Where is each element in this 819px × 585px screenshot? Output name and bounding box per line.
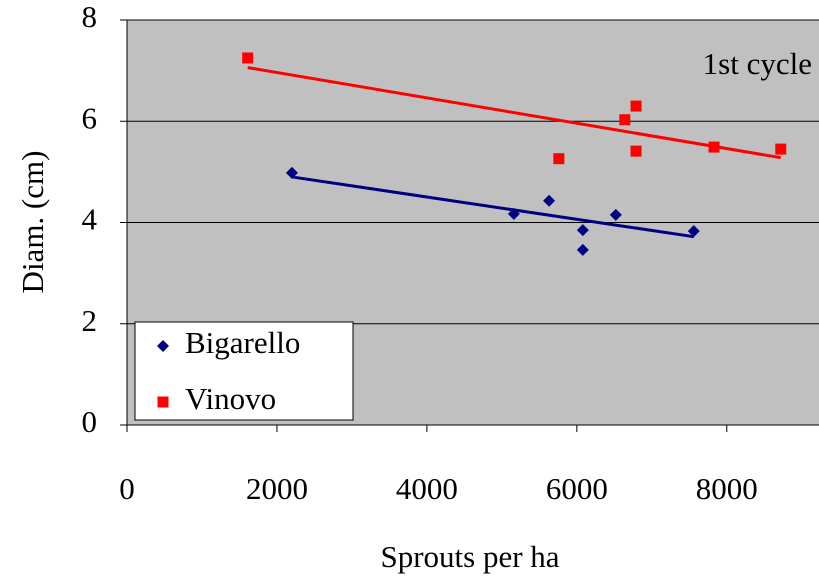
point (543, 194, 556, 207)
annotation: 1st cycle (703, 46, 812, 81)
point (507, 207, 520, 220)
x-tick-label: 2000 (246, 471, 308, 506)
point (630, 145, 642, 157)
x-tick-label: 4000 (396, 471, 458, 506)
y-tick-label: 0 (82, 404, 98, 439)
trend-line (247, 66, 782, 160)
legend-marker (157, 340, 169, 352)
point (553, 153, 565, 165)
legend-marker (157, 396, 169, 408)
y-tick-label: 4 (82, 202, 98, 237)
x-tick-label: 8000 (696, 471, 758, 506)
y-tick-label: 6 (82, 100, 98, 135)
x-tick-label: 0 (119, 471, 135, 506)
y-axis-label: Diam. (cm) (15, 151, 50, 294)
legend-box (134, 321, 354, 421)
point (609, 208, 622, 221)
point (687, 225, 700, 238)
legend-label: Bigarello (185, 325, 300, 360)
y-tick-label: 2 (82, 303, 98, 338)
point (242, 52, 254, 64)
point (285, 166, 298, 179)
point (576, 224, 589, 237)
x-tick-label: 6000 (546, 471, 608, 506)
point (576, 243, 589, 256)
point (630, 100, 642, 112)
y-tick-label: 8 (82, 0, 98, 34)
point (775, 143, 787, 155)
x-axis-label: Sprouts per ha (380, 539, 559, 574)
point (708, 141, 720, 153)
point (619, 114, 631, 126)
legend-label: Vinovo (185, 381, 276, 416)
trend-line (291, 175, 695, 239)
